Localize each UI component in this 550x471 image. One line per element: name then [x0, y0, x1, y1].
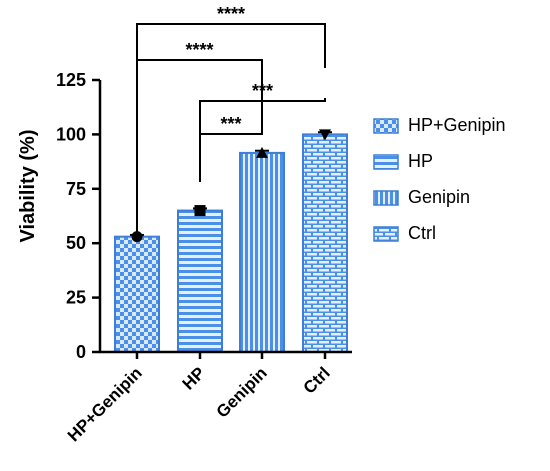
legend-swatch: [373, 226, 399, 242]
data-point-square: [194, 205, 206, 217]
data-point-circle: [131, 231, 143, 243]
legend-swatch: [373, 190, 399, 206]
legend-label: Ctrl: [408, 223, 436, 243]
significance-brackets: **************: [136, 4, 326, 233]
legend-label: HP+Genipin: [408, 115, 506, 135]
significance-label: ***: [220, 114, 241, 134]
x-tick-label: Genipin: [213, 363, 271, 421]
significance-label: ****: [185, 40, 213, 60]
x-tick-label: HP+Genipin: [64, 363, 146, 445]
y-axis: 0 25 50 75 100 125: [56, 70, 102, 362]
x-tick-label: Ctrl: [300, 363, 334, 397]
legend: HP+Genipin HP Genipin Ctrl: [373, 115, 506, 243]
bar-hp-genipin: [114, 235, 160, 353]
data-point-triangle: [256, 146, 268, 158]
legend-swatch: [373, 154, 399, 170]
bar-genipin: [239, 151, 285, 353]
bar-ctrl: [302, 133, 348, 353]
legend-label: Genipin: [408, 187, 470, 207]
significance-bracket: [136, 59, 263, 233]
x-tick-label: HP: [179, 363, 209, 393]
y-axis-label: Viability (%): [17, 130, 39, 243]
significance-bracket: [199, 132, 263, 182]
y-tick-label: 125: [56, 70, 86, 90]
legend-swatch: [373, 118, 399, 134]
data-point-triangle-down: [319, 129, 331, 141]
bars-group: [114, 129, 348, 353]
legend-label: HP: [408, 151, 433, 171]
significance-label: ****: [217, 4, 245, 24]
x-axis: HP+Genipin HP Genipin Ctrl: [64, 350, 352, 445]
y-tick-label: 75: [66, 179, 86, 199]
y-tick-label: 50: [66, 233, 86, 253]
significance-label: ***: [252, 81, 273, 101]
y-tick-label: 0: [76, 342, 86, 362]
y-tick-label: 100: [56, 124, 86, 144]
bar-hp: [177, 209, 223, 353]
y-tick-label: 25: [66, 288, 86, 308]
